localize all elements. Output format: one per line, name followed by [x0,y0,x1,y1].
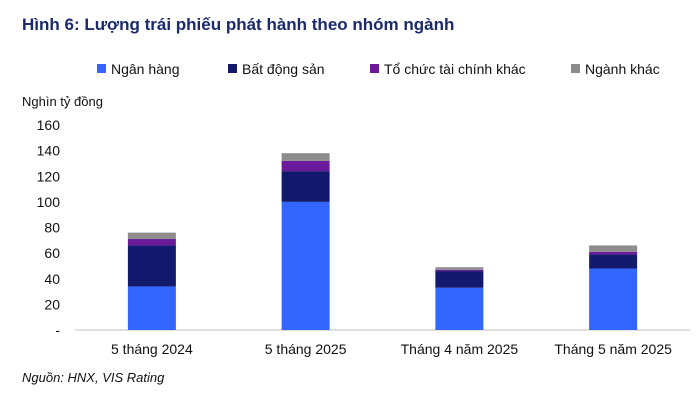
bar-segment-0-0 [127,286,176,330]
y-axis-ticks: - 20 40 60 80 100 120 140 160 [37,117,61,338]
bar-segment-0-3 [127,232,176,240]
x-tick-label-0: 5 tháng 2024 [111,341,193,357]
bar-segment-3-3 [589,245,638,252]
legend-swatch-2 [370,64,379,73]
y-axis-label: Nghìn tỷ đồng [22,94,103,109]
y-tick-label-2: 40 [44,271,60,287]
y-tick-label-8: 160 [37,117,61,133]
bar-segment-3-0 [589,268,638,330]
x-tick-label-2: Tháng 4 năm 2025 [401,341,519,357]
bar-segment-2-2 [435,269,484,272]
x-tick-label-3: Tháng 5 năm 2025 [554,341,672,357]
bar-segment-3-1 [589,254,638,269]
legend-label-2: Tổ chức tài chính khác [384,61,526,77]
y-tick-label-7: 140 [37,143,61,159]
y-tick-label-3: 60 [44,245,60,261]
y-tick-label-5: 100 [37,194,61,210]
chart-title: Hình 6: Lượng trái phiếu phát hành theo … [22,15,454,34]
bar-segment-2-0 [435,287,484,330]
bar-segment-0-2 [127,239,176,246]
chart-source: Nguồn: HNX, VIS Rating [22,370,165,385]
y-tick-label-4: 80 [44,220,60,236]
bar-segment-2-1 [435,271,484,288]
bar-segment-3-2 [589,251,638,255]
bars [127,153,638,330]
legend-swatch-0 [97,64,106,73]
bar-segment-0-1 [127,245,176,287]
y-tick-label-6: 120 [37,168,61,184]
x-axis-ticks: 5 tháng 2024 5 tháng 2025 Tháng 4 năm 2025… [111,341,672,357]
y-tick-label-0: - [55,322,60,338]
bar-segment-2-3 [435,267,484,270]
bar-segment-1-0 [281,201,330,330]
bar-segment-1-2 [281,160,330,172]
bar-segment-1-1 [281,171,330,202]
legend-swatch-1 [228,64,237,73]
x-tick-label-1: 5 tháng 2025 [265,341,347,357]
legend-swatch-3 [571,64,580,73]
bar-segment-1-3 [281,153,330,161]
legend-label-1: Bất động sản [242,61,325,77]
legend: Ngân hàng Bất động sản Tổ chức tài chính k… [97,61,660,77]
legend-label-0: Ngân hàng [111,61,180,77]
legend-label-3: Ngành khác [585,61,660,77]
y-tick-label-1: 20 [44,296,60,312]
